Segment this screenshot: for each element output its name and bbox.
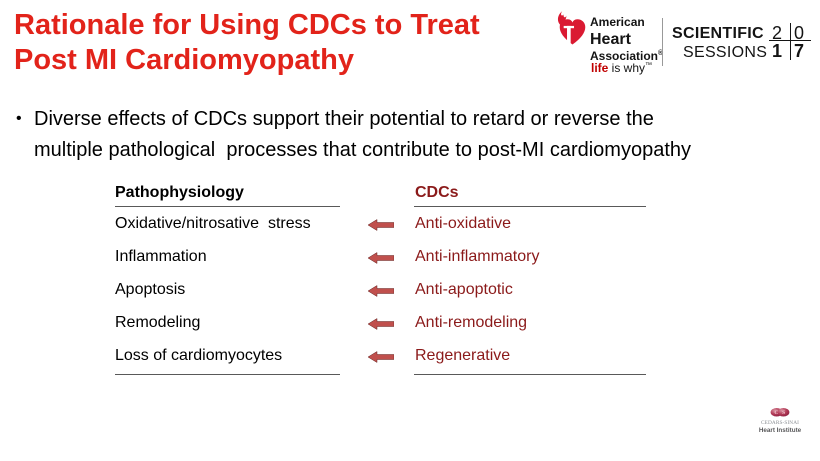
svg-text:C: C xyxy=(774,410,778,416)
svg-text:S: S xyxy=(782,410,785,416)
